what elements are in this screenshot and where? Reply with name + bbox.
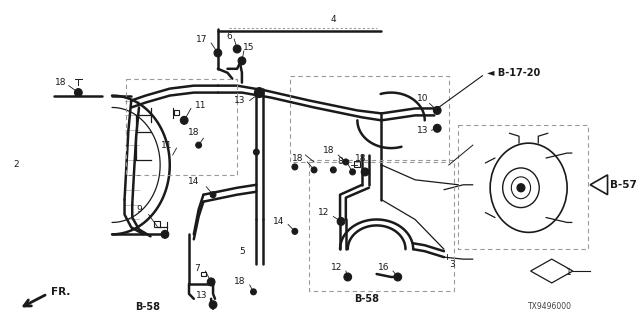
Text: 18: 18 (188, 128, 200, 137)
Text: 14: 14 (188, 177, 200, 186)
Text: 1: 1 (566, 268, 572, 276)
Bar (174, 110, 179, 115)
Circle shape (349, 169, 355, 175)
Text: 9: 9 (136, 205, 142, 214)
Circle shape (344, 273, 351, 281)
Text: 8: 8 (337, 157, 343, 166)
Bar (201, 272, 206, 276)
Circle shape (292, 228, 298, 234)
Text: 10: 10 (417, 94, 429, 103)
Text: 17: 17 (196, 35, 207, 44)
Text: 18: 18 (55, 78, 67, 87)
Text: 12: 12 (318, 208, 330, 217)
Circle shape (161, 230, 169, 238)
Circle shape (238, 57, 246, 65)
Text: 11: 11 (161, 140, 173, 150)
Text: 11: 11 (195, 101, 206, 110)
Circle shape (74, 89, 82, 97)
Text: FR.: FR. (51, 287, 71, 297)
Circle shape (255, 88, 264, 98)
Text: 18: 18 (323, 146, 334, 155)
Text: 4: 4 (330, 15, 336, 24)
Circle shape (433, 124, 441, 132)
Text: ◄ B-17-20: ◄ B-17-20 (487, 68, 541, 78)
Text: B-58: B-58 (355, 294, 380, 304)
Text: TX9496000: TX9496000 (528, 302, 572, 311)
Circle shape (343, 159, 349, 165)
Circle shape (233, 45, 241, 53)
Circle shape (517, 184, 525, 192)
Circle shape (337, 218, 345, 225)
Bar (355, 161, 360, 167)
Circle shape (214, 49, 221, 57)
Circle shape (311, 167, 317, 173)
Text: 13: 13 (417, 126, 429, 135)
Circle shape (330, 167, 336, 173)
Circle shape (180, 116, 188, 124)
Text: 7: 7 (194, 264, 200, 273)
Circle shape (292, 164, 298, 170)
Text: 12: 12 (330, 263, 342, 272)
Text: 5: 5 (239, 247, 244, 256)
Text: 14: 14 (273, 217, 284, 226)
Text: 13: 13 (234, 96, 246, 105)
Text: 13: 13 (196, 291, 207, 300)
Text: 3: 3 (449, 260, 454, 268)
Text: 18: 18 (234, 277, 246, 286)
Circle shape (394, 273, 402, 281)
Text: 2: 2 (13, 160, 19, 170)
Text: 18: 18 (355, 154, 366, 163)
Text: B-57: B-57 (611, 180, 637, 190)
Circle shape (210, 192, 216, 198)
Circle shape (253, 149, 259, 155)
Text: 15: 15 (243, 44, 255, 52)
Circle shape (361, 168, 369, 176)
Circle shape (251, 289, 257, 295)
Text: 6: 6 (227, 32, 232, 41)
Text: B-58: B-58 (135, 302, 160, 312)
Circle shape (209, 301, 217, 309)
Text: 16: 16 (378, 263, 389, 272)
Circle shape (207, 278, 215, 286)
Circle shape (196, 142, 202, 148)
Text: 18: 18 (292, 154, 303, 163)
Circle shape (433, 107, 441, 114)
Bar (154, 221, 160, 228)
